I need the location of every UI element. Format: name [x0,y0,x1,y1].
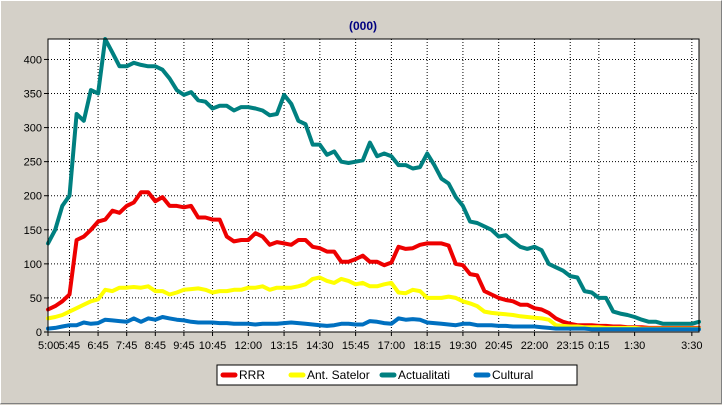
y-tick-label: 200 [24,191,42,203]
x-tick-label: 5:00 [38,340,59,352]
x-tick-label: 9:45 [173,340,194,352]
x-tick-label: 17:00 [378,340,406,352]
y-tick-label: 50 [30,293,42,305]
y-tick-label: 250 [24,157,42,169]
x-tick-label: 23:15 [556,340,584,352]
x-tick-label: 19:30 [449,340,477,352]
series-line-actualitati [46,37,701,326]
plot-area [48,39,699,332]
y-tick-label: 350 [24,89,42,101]
chart-title: (000) [349,19,377,33]
x-tick-label: 22:00 [521,340,549,352]
legend-label: Cultural [492,368,533,382]
plot-border [47,38,700,333]
y-tick-label: 0 [36,327,42,339]
x-tick-label: 1:30 [624,340,645,352]
grid [48,39,699,332]
y-tick-label: 400 [24,54,42,66]
y-tick-label: 100 [24,259,42,271]
axes [44,38,700,336]
y-tick-label: 150 [24,225,42,237]
x-tick-label: 6:45 [87,340,108,352]
x-tick-label: 10:45 [199,340,227,352]
legend-label: RRR [239,368,265,382]
x-tick-label: 7:45 [116,340,137,352]
x-tick-label: 18:15 [413,340,441,352]
x-tick-label: 15:45 [342,340,370,352]
series-lines [46,37,701,332]
legend-box [216,364,578,386]
x-tick-label: 3:30 [681,340,702,352]
x-tick-label: 12:00 [235,340,263,352]
legend: RRR Ant. Satelor Actualitati Cultural [216,364,578,386]
y-axis-ticks: 0 50 100 150 200 250 300 350 400 [24,54,48,339]
x-tick-label: 20:45 [485,340,513,352]
x-tick-label: 0:15 [588,340,609,352]
x-axis-ticks: 5:00 5:45 6:45 7:45 8:45 9:45 10:45 12:00 13:15 1… [38,332,703,352]
plot-background [48,39,699,332]
x-tick-label: 14:30 [306,340,334,352]
legend-label: Actualitati [398,368,450,382]
y-tick-label: 300 [24,123,42,135]
series-line-cultural [46,315,701,332]
x-tick-label: 13:15 [270,340,298,352]
x-tick-label: 5:45 [59,340,80,352]
x-tick-label: 8:45 [145,340,166,352]
legend-label: Ant. Satelor [307,368,370,382]
